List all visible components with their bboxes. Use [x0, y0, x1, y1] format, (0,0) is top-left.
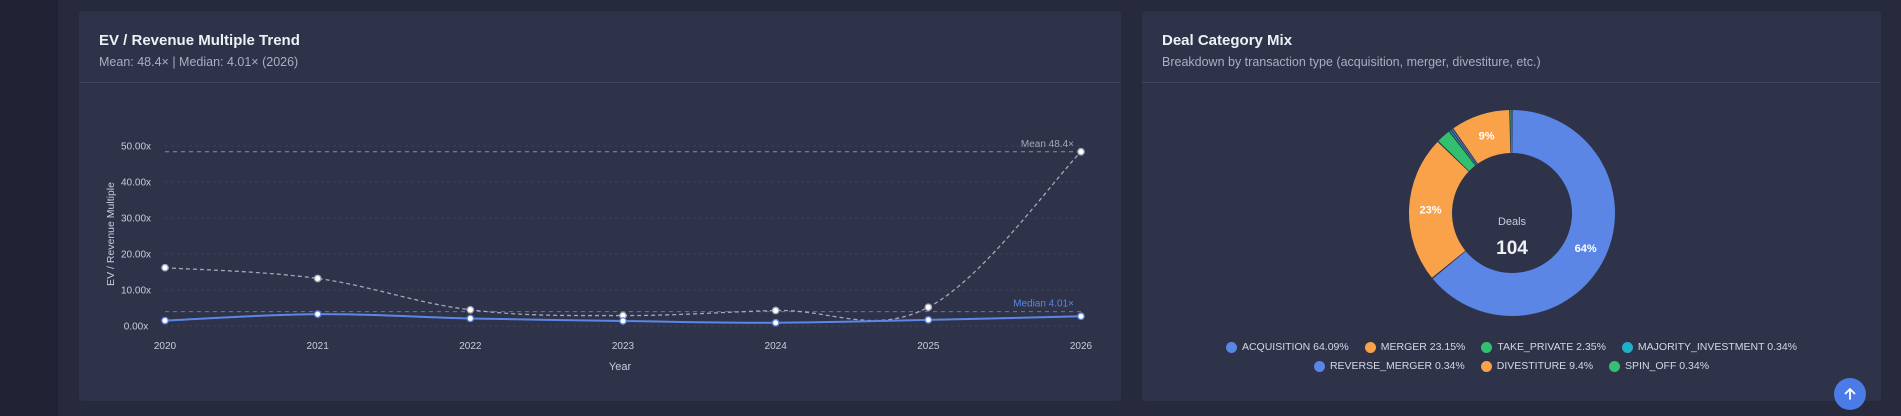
reference-line-label: Median 4.01× [1013, 299, 1074, 310]
legend-swatch [1364, 341, 1376, 353]
y-axis-label: EV / Revenue Multiple [105, 182, 117, 286]
legend-label: SPIN_OFF 0.34% [1625, 360, 1710, 372]
x-tick-label: 2025 [917, 341, 940, 352]
donut-slice[interactable] [1451, 129, 1478, 165]
legend-item[interactable]: REVERSE_MERGER 0.34% [1313, 360, 1465, 372]
legend-item[interactable]: DIVESTITURE 9.4% [1480, 360, 1594, 372]
donut-slice[interactable] [1453, 110, 1511, 164]
legend-swatch [1609, 360, 1621, 372]
x-axis-ticks: 2020 2021 2022 2023 2024 2025 2026 [154, 341, 1093, 352]
legend-item[interactable]: MERGER 23.15% [1364, 341, 1466, 353]
x-axis-label: Year [609, 361, 632, 373]
data-point[interactable] [466, 305, 475, 314]
data-point[interactable] [771, 318, 780, 327]
data-point[interactable] [619, 317, 627, 325]
data-point[interactable] [313, 310, 322, 318]
data-point[interactable] [161, 263, 169, 272]
y-tick-label: 0.00x [124, 322, 148, 333]
ev-card-title: EV / Revenue Multiple Trend [99, 32, 300, 49]
data-point[interactable] [771, 306, 780, 315]
donut-slice[interactable] [1438, 131, 1476, 172]
ev-revenue-card: EV / Revenue Multiple Trend Mean: 48.4× … [79, 11, 1121, 401]
y-tick-label: 20.00x [121, 250, 151, 261]
ev-revenue-line-chart: 0.00x 10.00x 20.00x 30.00x 40.00x 50.00x 2020… [105, 139, 1093, 373]
ev-card-subtitle: Mean: 48.4× | Median: 4.01× (2026) [99, 55, 299, 69]
legend-swatch [1225, 341, 1237, 353]
left-sidebar-rail [0, 0, 58, 416]
data-point[interactable] [161, 316, 169, 325]
x-tick-label: 2021 [307, 341, 330, 352]
x-tick-label: 2023 [612, 341, 635, 352]
arrow-up-icon [1844, 388, 1856, 400]
y-tick-label: 50.00x [121, 142, 151, 153]
legend-swatch [1481, 341, 1493, 353]
data-point[interactable] [1077, 312, 1085, 321]
donut-slices [1409, 110, 1615, 316]
legend-item[interactable]: ACQUISITION 64.09% [1225, 341, 1349, 353]
x-tick-label: 2024 [765, 341, 788, 352]
data-point[interactable] [466, 314, 475, 323]
donut-slice[interactable] [1449, 130, 1477, 166]
donut-slice[interactable] [1432, 110, 1615, 316]
y-axis-ticks: 0.00x 10.00x 20.00x 30.00x 40.00x 50.00x [121, 142, 151, 333]
line-points [161, 147, 1085, 327]
donut-slice-label: 64% [1575, 243, 1597, 255]
y-tick-label: 40.00x [121, 178, 151, 189]
data-point[interactable] [924, 316, 933, 324]
legend-swatch [1313, 360, 1325, 372]
reference-lines: Mean 48.4× Median 4.01× [165, 139, 1081, 313]
donut-slice-labels: 64% 23% 9% [1420, 131, 1597, 255]
legend-swatch [1480, 360, 1492, 372]
scroll-to-top-button[interactable] [1834, 378, 1866, 410]
dashed-series-line [164, 151, 1082, 322]
data-point[interactable] [313, 274, 322, 283]
legend-label: ACQUISITION 64.09% [1241, 341, 1349, 353]
legend-item[interactable]: MAJORITY_INVESTMENT 0.34% [1621, 341, 1798, 353]
x-tick-label: 2026 [1070, 341, 1093, 352]
deal-category-donut-chart: 64% 23% 9% Deals 104 [1409, 110, 1615, 316]
data-point[interactable] [924, 303, 933, 312]
donut-slice[interactable] [1409, 141, 1469, 278]
donut-slice-label: 9% [1479, 131, 1495, 143]
donut-slice[interactable] [1510, 110, 1512, 154]
reference-line-label: Mean 48.4× [1021, 139, 1074, 150]
legend-item[interactable]: TAKE_PRIVATE 2.35% [1481, 341, 1606, 353]
legend-label: MERGER 23.15% [1380, 341, 1466, 353]
data-point[interactable] [1077, 147, 1085, 156]
x-tick-label: 2022 [459, 341, 482, 352]
deal-card-title: Deal Category Mix [1162, 32, 1293, 49]
donut-center-label: Deals [1498, 216, 1527, 228]
donut-legend: ACQUISITION 64.09% MERGER 23.15% TAKE_PRIV… [1142, 341, 1881, 372]
y-tick-label: 30.00x [121, 214, 151, 225]
ev-card-header: EV / Revenue Multiple Trend Mean: 48.4× … [79, 11, 1121, 83]
legend-label: REVERSE_MERGER 0.34% [1329, 360, 1465, 372]
x-tick-label: 2020 [154, 341, 177, 352]
donut-slice-label: 23% [1420, 205, 1442, 217]
y-tick-label: 10.00x [121, 286, 151, 297]
legend-label: DIVESTITURE 9.4% [1496, 360, 1594, 372]
legend-item[interactable]: SPIN_OFF 0.34% [1609, 360, 1709, 372]
deal-card-subtitle: Breakdown by transaction type (acquisiti… [1162, 55, 1541, 69]
deal-category-card: Deal Category Mix Breakdown by transacti… [1142, 11, 1881, 401]
line-series [164, 151, 1082, 324]
legend-label: MAJORITY_INVESTMENT 0.34% [1637, 341, 1798, 353]
donut-center-value: 104 [1496, 238, 1528, 259]
legend-label: TAKE_PRIVATE 2.35% [1497, 341, 1606, 353]
deal-card-header: Deal Category Mix Breakdown by transacti… [1142, 11, 1881, 83]
legend-swatch [1621, 341, 1633, 353]
line-grid [165, 145, 1081, 327]
